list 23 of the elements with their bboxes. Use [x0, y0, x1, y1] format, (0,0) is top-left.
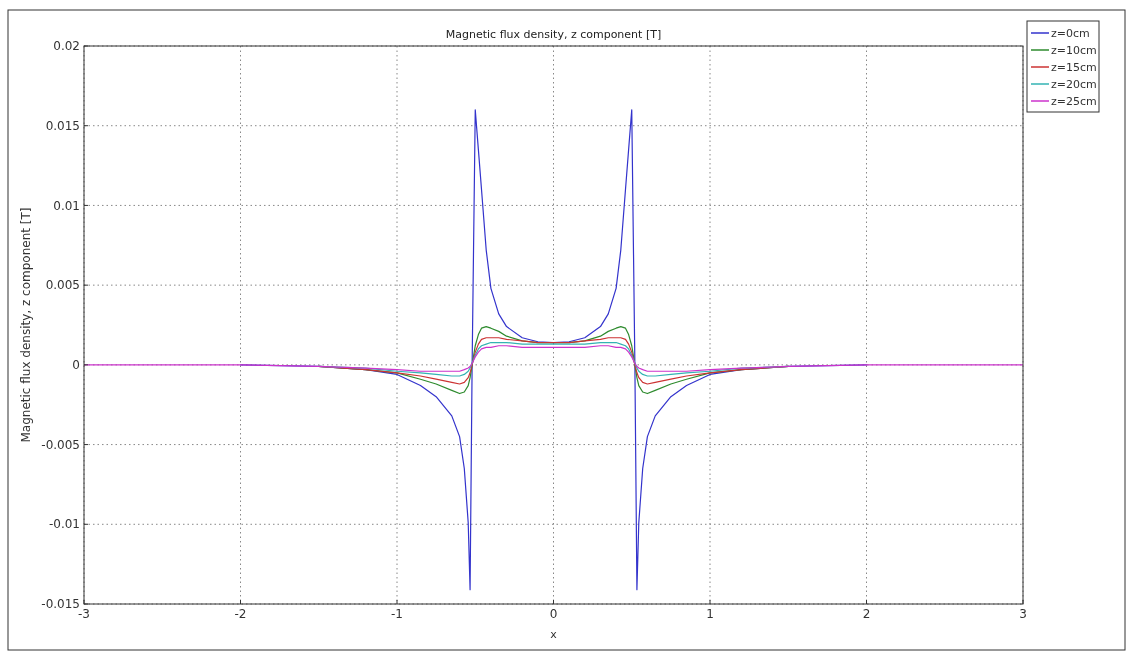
y-axis-title: Magnetic flux density, z component [T]	[19, 207, 33, 443]
y-tick-label: 0.005	[45, 278, 80, 293]
y-tick-label: 0.015	[45, 118, 80, 133]
legend-label: z=20cm	[1051, 77, 1097, 91]
y-tick-label: -0.01	[48, 517, 80, 532]
y-tick-label: -0.015	[41, 597, 80, 612]
y-tick-label: 0	[72, 358, 80, 373]
y-tick-label: -0.005	[41, 437, 80, 452]
legend-label: z=0cm	[1051, 26, 1090, 40]
chart-title: Magnetic flux density, z component [T]	[445, 28, 662, 41]
x-tick-label: -1	[391, 607, 403, 621]
x-tick-label: 3	[1019, 607, 1027, 621]
x-axis-title: x	[550, 628, 558, 641]
x-tick-label: -2	[234, 607, 247, 621]
x-tick-label: 0	[549, 607, 558, 621]
x-tick-label: -3	[78, 607, 90, 621]
x-tick-label: 1	[706, 607, 714, 621]
y-tick-label: 0.02	[53, 39, 80, 54]
legend-label: z=15cm	[1051, 60, 1097, 74]
x-tick-label: 2	[862, 607, 871, 621]
y-tick-label: 0.01	[53, 198, 80, 213]
legend-label: z=10cm	[1051, 43, 1097, 57]
legend-label: z=25cm	[1051, 94, 1097, 108]
